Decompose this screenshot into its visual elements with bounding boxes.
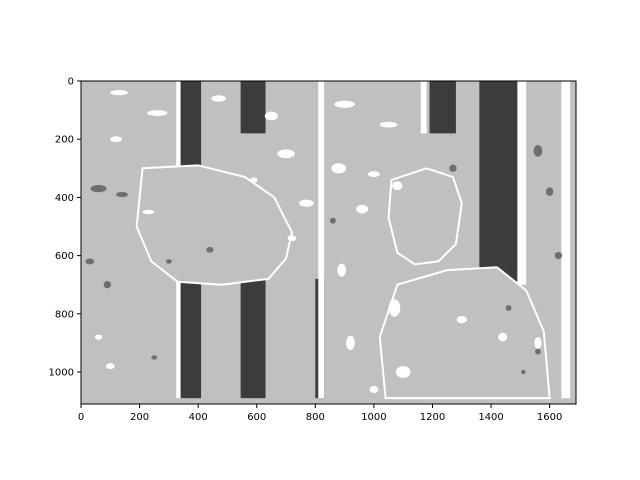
heatmap-shoulder-shape [378, 266, 551, 400]
heatmap-dark-speckle [90, 185, 107, 193]
heatmap-dark-speckle [554, 251, 563, 260]
heatmap-light-column [517, 81, 527, 285]
x-tick-label: 600 [247, 412, 266, 423]
x-tick-label: 1600 [537, 412, 562, 423]
heatmap-light-blob [264, 111, 278, 121]
y-tick-label: 1000 [49, 367, 74, 378]
heatmap-light-column [561, 81, 571, 399]
heatmap-light-blob [287, 235, 297, 242]
heatmap-dark-speckle [206, 246, 214, 253]
heatmap-light-blob [369, 385, 379, 394]
heatmap-light-blob [110, 136, 123, 143]
heatmap-dark-speckle [329, 217, 336, 224]
heatmap-image [81, 81, 576, 404]
y-tick-label: 800 [55, 309, 74, 320]
heatmap-dark-speckle [521, 369, 526, 375]
heatmap-light-blob [392, 181, 403, 191]
x-axis: 0 200 400 600 800 1000 1200 1400 1600 [78, 404, 562, 423]
heatmap-light-blob [146, 110, 168, 116]
heatmap-light-blob [337, 263, 347, 277]
heatmap-light-blob [250, 177, 258, 183]
y-tick-label: 400 [55, 193, 74, 204]
heatmap-light-column [420, 81, 427, 134]
y-tick-label: 600 [55, 251, 74, 262]
heatmap-light-blob [211, 95, 226, 102]
heatmap-light-blob [498, 332, 508, 342]
heatmap-arm-shape [135, 164, 293, 286]
heatmap-light-blob [395, 366, 411, 378]
heatmap-light-blob [94, 334, 103, 340]
heatmap-light-blob [334, 100, 355, 108]
x-tick-label: 0 [78, 412, 84, 423]
heatmap-light-blob [299, 199, 314, 207]
heatmap-dark-speckle [151, 355, 158, 360]
heatmap-light-blob [346, 335, 355, 351]
y-tick-label: 0 [68, 77, 74, 88]
heatmap-face-shape [387, 167, 463, 266]
heatmap-dark-column [240, 278, 266, 399]
heatmap-dark-column [240, 81, 266, 134]
heatmap-dark-speckle [85, 258, 95, 265]
heatmap-light-blob [356, 204, 369, 214]
heatmap-light-blob [105, 363, 115, 370]
x-tick-label: 1400 [478, 412, 503, 423]
plot-frame [80, 80, 577, 405]
heatmap-light-blob [388, 299, 401, 317]
heatmap-dark-speckle [545, 187, 554, 196]
heatmap-dark-column [179, 275, 202, 399]
x-tick-label: 1200 [420, 412, 445, 423]
heatmap-dark-column [479, 81, 518, 285]
heatmap-dark-speckle [534, 348, 541, 355]
heatmap-light-blob [142, 209, 155, 215]
heatmap-dark-speckle [505, 305, 512, 311]
heatmap-light-blob [379, 121, 398, 128]
heatmap-dark-column [429, 81, 456, 134]
heatmap-light-column [318, 81, 325, 399]
heatmap-light-blob [331, 163, 347, 174]
heatmap-light-blob [277, 149, 295, 159]
heatmap-dark-speckle [533, 145, 543, 157]
heatmap-dark-speckle [449, 164, 457, 172]
heatmap-light-blob [368, 171, 380, 178]
heatmap-dark-speckle [165, 259, 172, 264]
x-tick-label: 1000 [361, 412, 386, 423]
y-axis: 0 200 400 600 800 1000 [49, 77, 81, 378]
x-tick-label: 400 [189, 412, 208, 423]
heatmap-light-blob [456, 315, 467, 324]
x-tick-label: 200 [130, 412, 149, 423]
heatmap-light-blob [534, 337, 542, 349]
y-tick-label: 200 [55, 135, 74, 146]
heatmap-dark-speckle [103, 281, 112, 289]
x-tick-label: 800 [306, 412, 325, 423]
heatmap-light-blob [110, 90, 128, 96]
heatmap-dark-speckle [116, 191, 128, 198]
